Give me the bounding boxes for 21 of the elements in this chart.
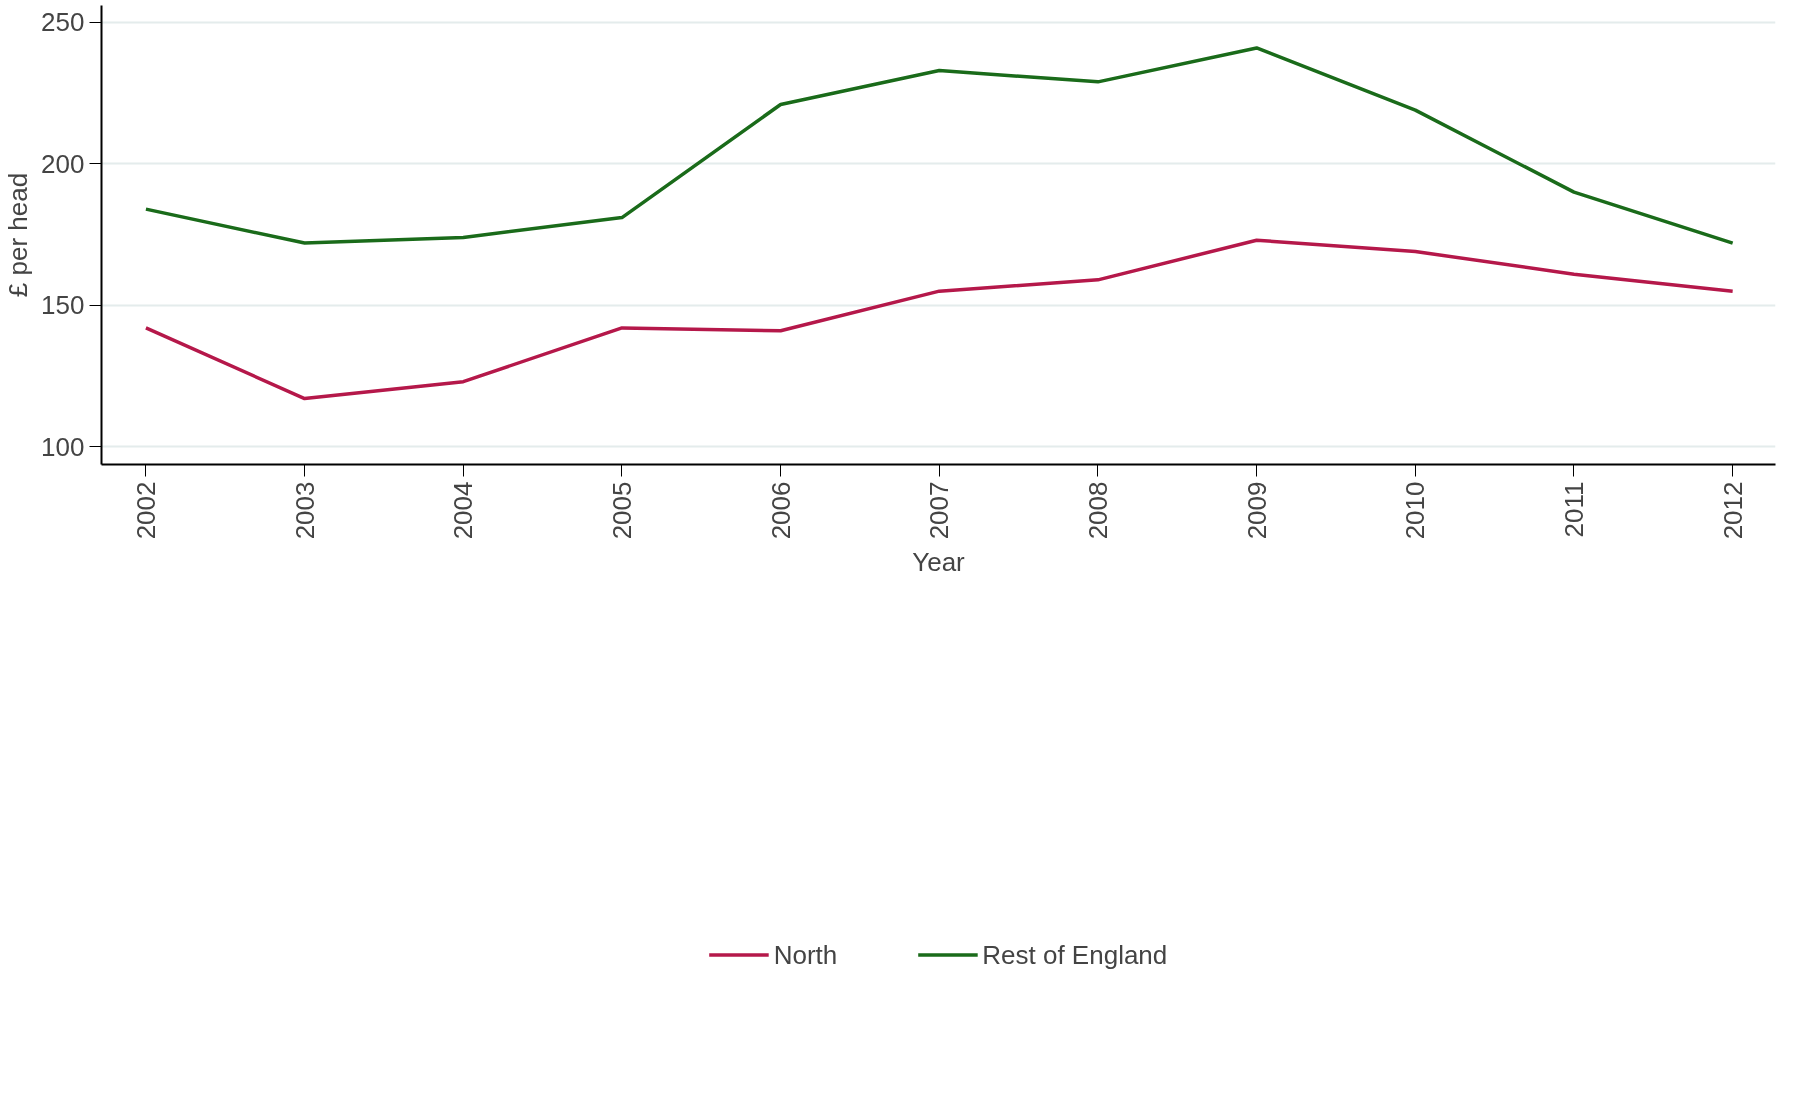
y-axis-title: £ per head [3,172,34,298]
x-tick-label: 2004 [448,481,479,540]
x-tick-label: 2008 [1082,481,1113,540]
x-tick-label: 2012 [1717,481,1748,540]
x-tick-label: 2002 [130,481,161,540]
y-tick-label: 150 [41,290,85,321]
line-series [144,46,1735,245]
x-tick-label: 2011 [1558,481,1589,538]
y-tick-label: 200 [41,148,85,179]
x-tick-label: 2009 [1241,481,1272,540]
x-tick-label: 2010 [1400,481,1431,540]
line-series [144,238,1735,401]
y-tick-label: 250 [41,7,85,38]
y-tick-label: 100 [41,431,85,462]
legend-label: Rest of England [982,939,1168,971]
x-tick-label: 2006 [765,481,796,540]
x-tick-label: 2007 [924,481,955,540]
legend-label: North [773,939,838,971]
x-axis-title: Year [912,547,966,578]
x-tick-label: 2003 [289,481,320,540]
x-tick-label: 2005 [606,481,637,540]
